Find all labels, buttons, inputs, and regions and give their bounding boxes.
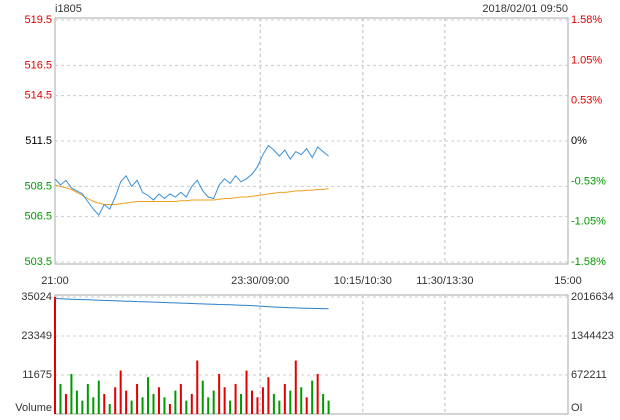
oi-line (54, 298, 329, 310)
y2-tick-label: 2016634 (571, 291, 614, 303)
volume-bar (190, 393, 193, 414)
volume-bar (174, 390, 177, 414)
volume-bar (196, 360, 199, 414)
volume-bar (311, 380, 314, 414)
volume-bar (119, 370, 122, 414)
volume-bar (261, 387, 264, 414)
volume-bar (141, 397, 144, 414)
volume-bar (201, 380, 204, 414)
y2-tick-label: -0.53% (571, 175, 606, 187)
datetime: 2018/02/01 09:50 (482, 3, 568, 15)
y-tick-label: 508.5 (24, 180, 52, 192)
y2-tick-label: -1.05% (571, 215, 606, 227)
y-tick-label: 23349 (21, 330, 52, 342)
volume-bar (305, 397, 308, 414)
y-tick-label: 35024 (21, 291, 52, 303)
y-tick-label: 519.5 (24, 14, 52, 26)
volume-bar (125, 390, 128, 414)
price-frame (54, 17, 569, 265)
volume-bar (179, 383, 182, 414)
volume-bar (294, 360, 297, 414)
volume-bar (229, 400, 232, 414)
volume-bar (92, 397, 95, 414)
volume-bar (70, 373, 73, 414)
volume-bar (114, 387, 117, 414)
volume-bar (207, 397, 210, 414)
volume-bar (234, 383, 237, 414)
y2-tick-label: 0% (571, 135, 587, 147)
volume-bar (289, 390, 292, 414)
volume-bar (240, 393, 243, 414)
y2-tick-label: 1.05% (571, 54, 602, 66)
volume-bar (75, 390, 78, 414)
volume-bar (59, 383, 62, 414)
volume-bar (81, 400, 84, 414)
volume-bar (256, 397, 259, 414)
volume-bar (212, 390, 215, 414)
price-line (54, 184, 329, 205)
y-tick-label: 514.5 (24, 90, 52, 102)
volume-bar (168, 403, 171, 414)
x-tick-label: 23:30/09:00 (231, 275, 289, 287)
y-tick-label: 503.5 (24, 256, 52, 268)
volume-bar (283, 383, 286, 414)
y-axis-label: Volume (15, 402, 52, 414)
y2-axis-label: OI (571, 402, 583, 414)
volume-bar (272, 393, 275, 414)
volume-bar (322, 393, 325, 414)
volume-bar (300, 387, 303, 414)
volume-bar (130, 400, 133, 414)
x-tick-label: 21:00 (41, 275, 69, 287)
x-tick-label: 11:30/13:30 (416, 275, 473, 287)
volume-bar (103, 393, 106, 414)
y2-tick-label: -1.58% (571, 256, 606, 268)
volume-bar (136, 383, 139, 414)
x-tick-label: 15:00 (554, 275, 582, 287)
y2-tick-label: 672211 (571, 369, 607, 381)
y2-tick-label: 0.53% (571, 94, 602, 106)
volume-bar (163, 397, 166, 414)
volume-bar (108, 403, 111, 414)
volume-bar (54, 297, 56, 414)
volume-bar (267, 377, 270, 414)
volume-bar (218, 373, 221, 414)
y-tick-label: 516.5 (24, 59, 52, 71)
volume-bar (86, 383, 89, 414)
y2-tick-label: 1344423 (571, 330, 614, 342)
volume-bar (278, 400, 281, 414)
y-tick-label: 11675 (22, 369, 52, 381)
volume-bar (147, 377, 150, 414)
volume-bar (223, 387, 226, 414)
volume-bar (245, 370, 248, 414)
volume-bar (157, 387, 160, 414)
symbol: i1805 (55, 3, 82, 15)
volume-bar (152, 393, 155, 414)
volume-bar (327, 400, 330, 414)
volume-bar (250, 390, 253, 414)
y-tick-label: 511.5 (25, 135, 52, 147)
y-tick-label: 506.5 (24, 211, 52, 223)
volume-bar (64, 393, 67, 414)
volume-bar (185, 400, 188, 414)
x-tick-label: 10:15/10:30 (334, 275, 392, 287)
y2-tick-label: 1.58% (571, 14, 602, 26)
price-line (54, 144, 329, 216)
volume-bar (97, 380, 100, 414)
volume-bar (316, 373, 319, 414)
